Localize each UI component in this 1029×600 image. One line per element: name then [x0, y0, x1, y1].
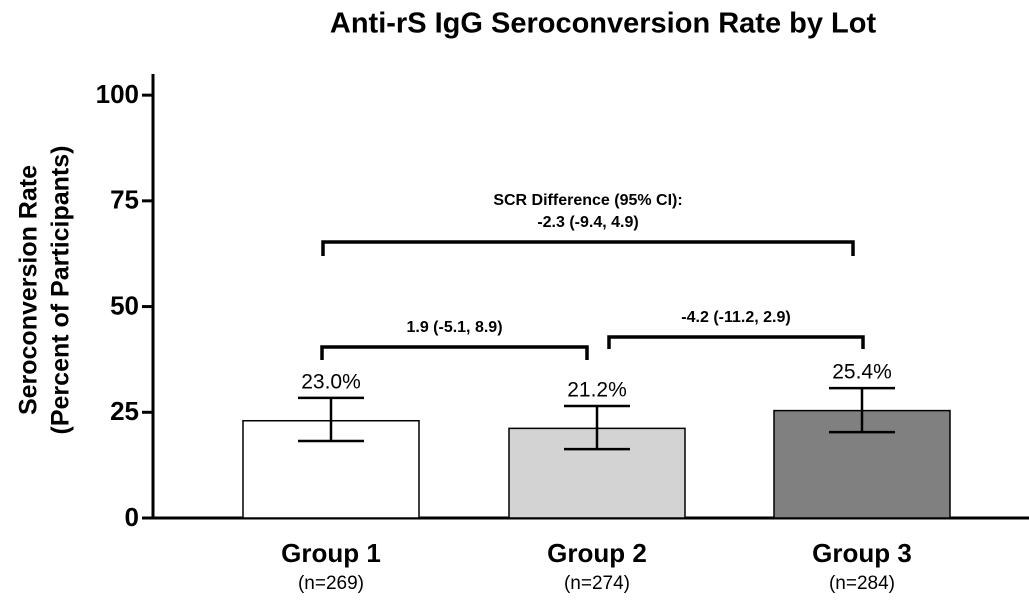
x-tick-sublabel: (n=274) — [564, 573, 630, 594]
y-tick-label: 50 — [110, 290, 139, 320]
y-axis-title: Seroconversion Rate (Percent of Particip… — [15, 146, 75, 435]
x-tick-label: Group 2 — [547, 538, 647, 568]
x-tick-label: Group 3 — [812, 538, 912, 568]
comparison-bracket — [320, 345, 589, 360]
comparison-annotation: -2.3 (-9.4, 4.9) — [537, 214, 638, 231]
x-tick-label: Group 1 — [281, 538, 381, 568]
x-tick-sublabel: (n=269) — [298, 573, 364, 594]
chart-title: Anti-rS IgG Seroconversion Rate by Lot — [330, 8, 877, 40]
value-label: 23.0% — [301, 370, 361, 393]
y-axis-title-line: (Percent of Participants) — [47, 146, 75, 435]
comparison-annotation: SCR Difference (95% CI): — [493, 192, 682, 209]
y-tick-label: 0 — [125, 502, 139, 532]
comparison-annotation: -4.2 (-11.2, 2.9) — [681, 309, 790, 326]
comparison-bracket — [321, 240, 855, 256]
value-label: 21.2% — [567, 378, 627, 401]
x-tick-sublabel: (n=284) — [829, 573, 895, 594]
comparison-bracket — [607, 335, 865, 349]
y-tick-label: 25 — [110, 396, 139, 426]
y-tick-label: 75 — [110, 185, 139, 215]
y-axis-title-line: Seroconversion Rate — [15, 165, 43, 415]
comparison-annotation: 1.9 (-5.1, 8.9) — [406, 319, 502, 336]
y-tick-label: 100 — [96, 79, 139, 109]
value-label: 25.4% — [832, 361, 892, 384]
